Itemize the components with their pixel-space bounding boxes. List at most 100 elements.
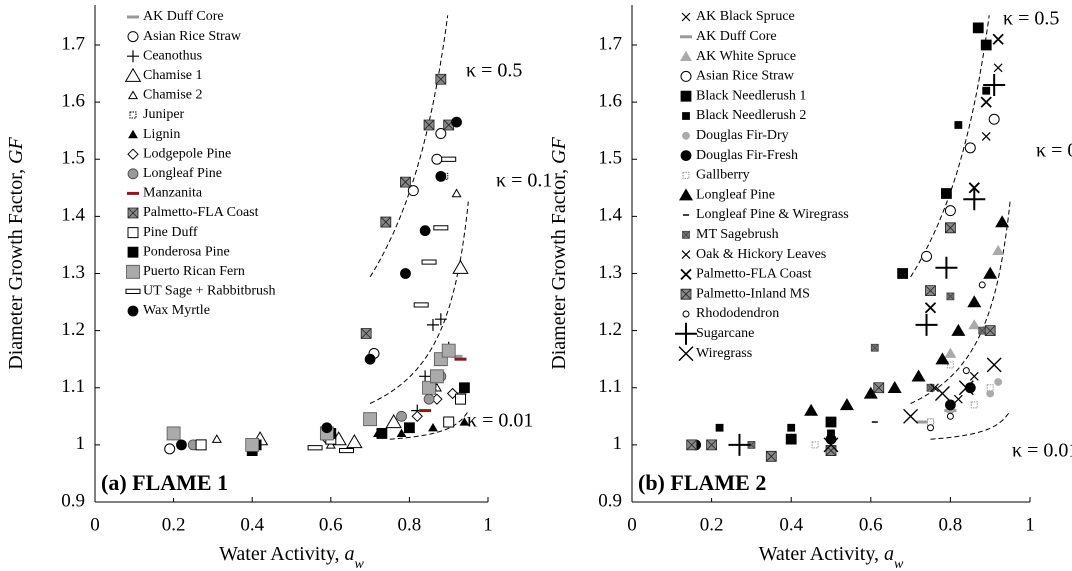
kappa-label: κ = 0.1 (1036, 140, 1072, 162)
data-point (988, 113, 1000, 125)
data-point (925, 285, 936, 297)
data-point (804, 403, 819, 416)
legend-marker (127, 207, 139, 219)
data-point (944, 347, 957, 358)
data-point (364, 353, 376, 365)
data-point (411, 410, 423, 423)
data-point (706, 439, 717, 451)
legend-label: Longleaf Pine & Wiregrass (696, 207, 849, 222)
legend-label: Wiregrass (696, 346, 752, 361)
legend-marker (681, 12, 691, 22)
x-tick-label: 1 (1025, 514, 1035, 535)
data-point (211, 434, 222, 443)
data-point (986, 357, 1002, 373)
legend-label: Pine Duff (143, 225, 198, 240)
y-axis-title-text: Diameter Growth Factor, (548, 164, 570, 370)
legend-marker (682, 310, 690, 318)
data-point (953, 394, 963, 404)
x-tick-label: 0 (627, 514, 637, 535)
legend-label: Asian Rice Straw (143, 29, 242, 44)
legend-marker (127, 50, 139, 63)
legend-label: Palmetto-FLA Coast (143, 205, 259, 220)
data-point (946, 361, 954, 369)
legend-marker (124, 67, 142, 82)
y-tick-label: 1.5 (61, 148, 85, 169)
y-tick-label: 1.4 (61, 205, 85, 226)
y-tick-label: 1.4 (598, 205, 622, 226)
y-tick-label: 1 (613, 433, 623, 454)
legend-marker (680, 288, 692, 300)
data-point (454, 393, 466, 405)
data-point (992, 33, 1004, 45)
legend-label: AK Black Spruce (696, 9, 795, 24)
y-axis-title: Diameter Growth Factor, GF (548, 136, 570, 369)
data-point (435, 128, 447, 139)
legend-label: AK Duff Core (143, 9, 224, 24)
data-point (982, 86, 991, 95)
legend-label: Black Needlerush 1 (696, 88, 806, 103)
x-axis-title-symbol: a (345, 543, 355, 565)
data-point (396, 428, 407, 438)
y-tick-label: 1.1 (598, 376, 622, 397)
data-point (964, 142, 976, 154)
y-tick-label: 1.1 (61, 376, 85, 397)
data-point (983, 266, 998, 279)
legend-marker (127, 227, 139, 239)
x-axis-title-symbol: a (884, 543, 894, 565)
y-tick-label: 1.6 (61, 90, 85, 111)
legend-label: Gallberry (696, 168, 750, 183)
data-point (195, 439, 207, 451)
legend-label: Black Needlerush 2 (696, 108, 806, 123)
data-point (400, 176, 411, 188)
legend-label: Douglas Fir-Dry (696, 128, 789, 143)
kappa-label: κ = 0.5 (1003, 8, 1059, 30)
legend-label: Lignin (143, 127, 180, 142)
y-tick-label: 1.6 (598, 90, 622, 111)
data-point (451, 116, 462, 128)
kappa-label: κ = 0.01 (467, 410, 533, 432)
legend-label: UT Sage + Rabbitbrush (143, 284, 275, 299)
data-point (946, 292, 955, 301)
legend-label: Chamise 1 (143, 68, 203, 83)
data-point (968, 182, 980, 194)
data-point (944, 205, 956, 217)
y-axis-title-symbol: GF (548, 136, 570, 163)
legend-label: AK White Spruce (696, 49, 796, 64)
legend-marker (127, 168, 139, 180)
data-point (945, 222, 956, 234)
data-point (321, 422, 333, 434)
data-point (897, 268, 909, 279)
y-axis-title-symbol: GF (5, 136, 27, 163)
data-point (428, 422, 438, 432)
x-axis-title: Water Activity, aw (759, 543, 904, 571)
data-point (969, 371, 979, 381)
legend-marker (127, 31, 139, 43)
legend-marker (128, 129, 138, 139)
data-point (825, 416, 837, 428)
legend-marker (680, 90, 692, 102)
data-point (443, 416, 455, 428)
data-point (825, 445, 837, 456)
data-point (984, 325, 996, 337)
legend-marker (681, 250, 691, 260)
y-tick-label: 0.9 (61, 490, 85, 511)
legend-label: Palmetto-FLA Coast (696, 267, 812, 282)
legend-marker (678, 346, 694, 362)
data-point (903, 408, 919, 424)
x-axis-title: Water Activity, aw (219, 543, 364, 571)
data-point (972, 22, 984, 34)
legend-label: Sugarcane (696, 326, 754, 341)
x-axis-title-text: Water Activity, (219, 543, 344, 565)
data-point (413, 302, 429, 308)
data-point (715, 423, 724, 432)
panel-label-bg (98, 470, 248, 498)
data-point (441, 343, 456, 358)
data-point (434, 313, 447, 326)
data-point (823, 437, 839, 453)
x-tick-label: 0.4 (240, 514, 264, 535)
x-tick-label: 1 (483, 514, 493, 535)
data-point (441, 156, 457, 162)
data-point (926, 424, 935, 432)
legend-marker (680, 50, 692, 61)
